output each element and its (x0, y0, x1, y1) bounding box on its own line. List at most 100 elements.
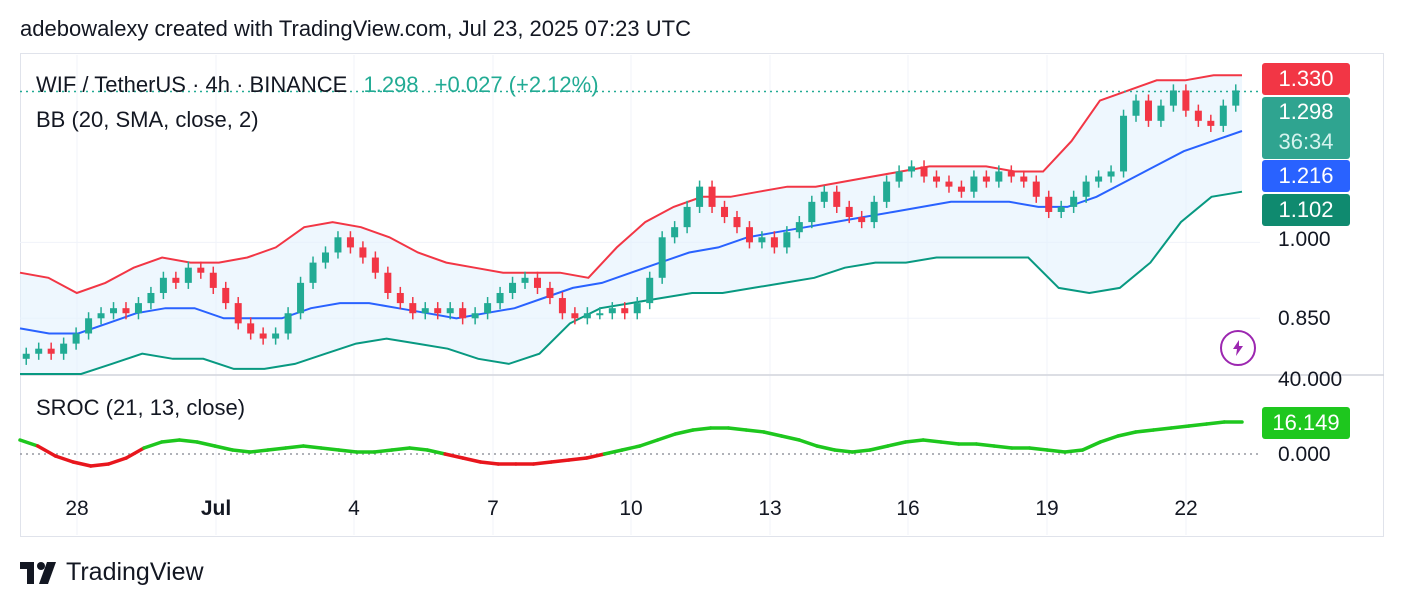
candle-body (608, 308, 616, 314)
y-tick-0850: 0.850 (1278, 307, 1331, 330)
candle-body (696, 186, 704, 207)
candle-body (1120, 115, 1128, 172)
y-tick-1000: 1.000 (1278, 228, 1331, 251)
sroc-segment (106, 456, 129, 466)
candle-body (795, 222, 803, 233)
candle-body (1032, 181, 1040, 197)
x-tick-jul: Jul (200, 497, 232, 520)
sroc-segment (779, 434, 801, 442)
candle-body (1182, 90, 1190, 111)
candle-body (409, 303, 417, 314)
sroc-segment (638, 438, 660, 448)
sroc-segment (726, 426, 748, 432)
sroc-segment (868, 444, 890, 452)
sroc-segment (815, 444, 837, 452)
candle-body (496, 292, 504, 304)
flash-icon[interactable] (1220, 330, 1256, 366)
bar-countdown: 36:34 (1278, 129, 1334, 154)
candle-body (908, 166, 916, 172)
candle-body (995, 171, 1003, 182)
candle-body (359, 247, 367, 258)
sroc-value-tag: 16.149 (1262, 407, 1350, 439)
candle-body (110, 308, 118, 314)
sroc-segment (939, 440, 961, 446)
candle-body (247, 323, 255, 334)
sroc-segment (319, 446, 341, 452)
sroc-segment (337, 448, 359, 454)
candle-body (322, 252, 329, 263)
sroc-segment (1063, 448, 1085, 454)
sroc-segment (903, 438, 925, 444)
candle-body (147, 292, 155, 304)
sroc-segment (1080, 440, 1103, 452)
candle-body (122, 308, 130, 314)
sroc-segment (407, 446, 430, 452)
candle-body (1107, 171, 1115, 177)
candle-body (222, 287, 230, 304)
candle-body (783, 232, 791, 248)
bb-upper-line (19, 74, 1242, 295)
x-tick-7: 7 (487, 497, 499, 520)
candle-body (459, 308, 467, 319)
candle-body (471, 313, 479, 319)
candle-body (1020, 176, 1028, 182)
candle-body (933, 176, 940, 182)
sroc-segment (283, 444, 306, 450)
candle-body (272, 333, 280, 339)
sroc-segment (301, 444, 323, 450)
candle-body (1207, 120, 1215, 126)
brand-name: TradingView (66, 558, 204, 586)
sroc-segment (974, 442, 996, 448)
basis-band-tag: 1.216 (1262, 160, 1350, 192)
candle-body (1057, 206, 1065, 212)
sroc-segment (195, 440, 217, 448)
y-tick-40000: 40.000 (1278, 368, 1343, 391)
candle-body (1132, 100, 1140, 116)
symbol-legend[interactable]: WIF / TetherUS · 4h · BINANCE 1.298 +0.0… (36, 72, 599, 98)
candle-body (808, 201, 816, 223)
sroc-legend[interactable]: SROC (21, 13, close) (36, 395, 245, 421)
candle-body (1082, 181, 1090, 197)
x-tick-19: 19 (1035, 497, 1059, 520)
candle-body (895, 171, 903, 182)
candle-body (820, 191, 828, 202)
tradingview-footer[interactable]: TradingView (20, 558, 204, 587)
bb-label: BB (20, SMA, close, 2) (36, 107, 259, 132)
sroc-segment (531, 460, 554, 466)
sroc-segment (620, 444, 642, 452)
sroc-segment (124, 446, 146, 460)
candle-body (284, 313, 292, 334)
lower-band-tag: 1.102 (1262, 194, 1350, 226)
sroc-segment (992, 444, 1014, 450)
upper-band-tag: 1.330 (1262, 63, 1350, 95)
candle-body (396, 292, 404, 304)
sroc-segment (142, 440, 164, 450)
bb-legend[interactable]: BB (20, SMA, close, 2) (36, 107, 259, 133)
sroc-segment (425, 448, 447, 456)
x-tick-22: 22 (1174, 497, 1198, 520)
candle-body (920, 166, 928, 177)
candle-body (833, 191, 841, 207)
candle-body (533, 277, 541, 288)
candle-body (297, 282, 305, 314)
candle-body (982, 176, 990, 182)
candle-body (384, 272, 392, 293)
sroc-segment (549, 458, 571, 464)
candle-body (770, 237, 778, 248)
candle-body (745, 227, 753, 243)
candle-body (434, 308, 442, 314)
sroc-segment (1045, 448, 1067, 454)
candle-body (683, 206, 691, 228)
candle-body (159, 277, 167, 293)
candle-body (47, 348, 55, 354)
candle-body (758, 237, 766, 243)
x-tick-16: 16 (896, 497, 920, 520)
candle-body (184, 267, 192, 283)
candle-body (1007, 171, 1015, 177)
candle-body (845, 206, 853, 218)
candle-body (733, 217, 741, 228)
candle-body (446, 308, 454, 314)
candle-body (346, 237, 354, 248)
sroc-segment (850, 448, 872, 454)
